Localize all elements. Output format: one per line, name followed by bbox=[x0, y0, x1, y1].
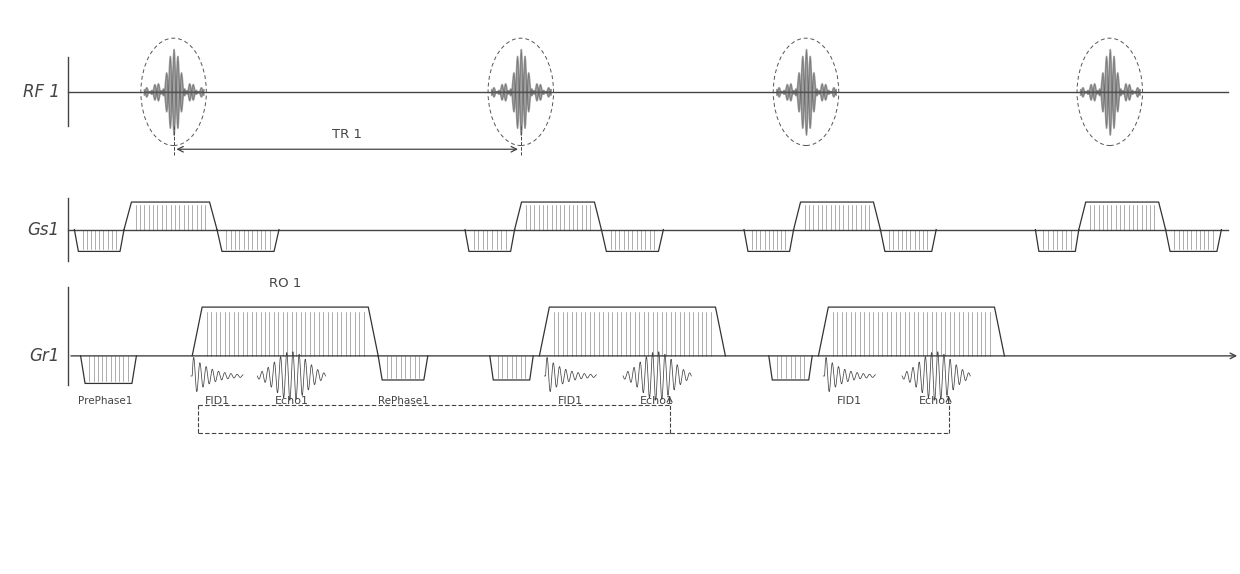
Text: RO 1: RO 1 bbox=[269, 277, 301, 290]
Text: FID1: FID1 bbox=[558, 396, 583, 406]
Text: Echo1: Echo1 bbox=[640, 396, 675, 406]
Text: FID1: FID1 bbox=[205, 396, 229, 406]
Text: Gs1: Gs1 bbox=[27, 220, 60, 239]
Text: Echo1: Echo1 bbox=[274, 396, 309, 406]
Text: PrePhase1: PrePhase1 bbox=[78, 396, 133, 406]
Text: RF 1: RF 1 bbox=[22, 83, 60, 101]
Text: Echo1: Echo1 bbox=[919, 396, 954, 406]
Text: TR 1: TR 1 bbox=[332, 129, 362, 141]
Text: RePhase1: RePhase1 bbox=[378, 396, 428, 406]
Text: Gr1: Gr1 bbox=[30, 347, 60, 365]
Text: FID1: FID1 bbox=[837, 396, 862, 406]
